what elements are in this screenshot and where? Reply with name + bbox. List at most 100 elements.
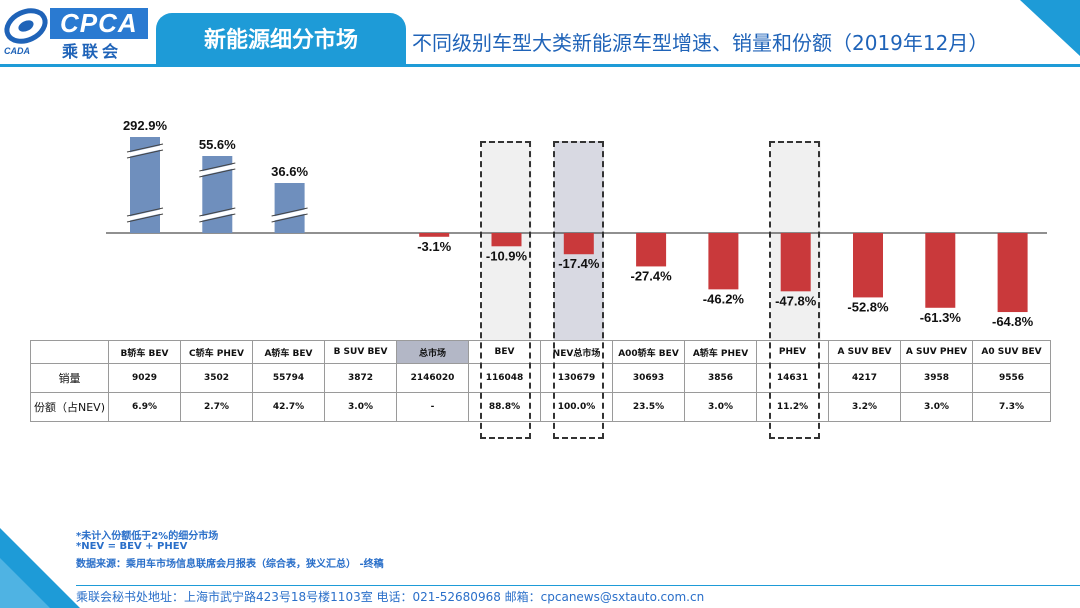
- brand-name-en: CPCA: [50, 8, 148, 39]
- header-cell: B轿车 BEV: [108, 340, 181, 364]
- bar-6: [563, 233, 594, 255]
- footnote-1: *未计入份额低于2%的细分市场: [76, 531, 219, 542]
- table-row-sales: 销量 9029 3502 55794 3872 2146020 116048 1…: [30, 363, 1051, 393]
- row-label: 销量: [30, 363, 109, 393]
- axis-break-mark: [198, 209, 236, 221]
- data-label-8: -46.2%: [703, 291, 745, 306]
- header-cell: A SUV BEV: [828, 340, 901, 364]
- axis-break-mark: [198, 164, 236, 176]
- table-cell: 4217: [828, 363, 901, 393]
- table-cell: 55794: [252, 363, 325, 393]
- header-cell: A00轿车 BEV: [612, 340, 685, 364]
- axis-break-line: [271, 207, 308, 217]
- footer-corner-decoration: [0, 528, 80, 608]
- table-cell: 6.9%: [108, 392, 181, 422]
- data-label-0: 292.9%: [123, 118, 168, 133]
- axis-break-mark: [271, 209, 309, 221]
- bar-5: [491, 233, 522, 247]
- axis-break-mark: [126, 209, 164, 221]
- table-cell: 2.7%: [180, 392, 253, 422]
- axis-break-line: [126, 207, 164, 217]
- axis-break-mark: [126, 145, 164, 157]
- table-cell: 9556: [972, 363, 1051, 393]
- axis-break-line: [126, 143, 164, 153]
- bar-12: [997, 233, 1028, 313]
- bar-8: [708, 233, 739, 290]
- bar-10: [853, 233, 883, 298]
- table-cell: -: [396, 392, 469, 422]
- highlight-frame-phev: [769, 141, 820, 439]
- table-cell: 3958: [900, 363, 973, 393]
- brand-name-cn: 乘联会: [62, 42, 123, 61]
- bar-11: [925, 233, 956, 308]
- footnote-2: *NEV = BEV + PHEV: [76, 541, 188, 552]
- table-cell: 3.0%: [324, 392, 397, 422]
- header-cell: A SUV PHEV: [900, 340, 973, 364]
- section-tab: [156, 13, 406, 67]
- header-cell: A轿车 PHEV: [684, 340, 757, 364]
- table-cell: 7.3%: [972, 392, 1051, 422]
- bar-9: [780, 233, 811, 292]
- header-cell: A轿车 BEV: [252, 340, 325, 364]
- footer-rule: [76, 585, 1080, 586]
- page-subtitle: 不同级别车型大类新能源车型增速、销量和份额（2019年12月）: [412, 31, 989, 55]
- table-corner-cell: [30, 340, 109, 364]
- data-label-10: -52.8%: [847, 299, 889, 314]
- axis-break-line: [126, 149, 164, 159]
- data-label-9: -47.8%: [775, 293, 817, 308]
- axis-break-line: [199, 168, 236, 178]
- table-cell: 9029: [108, 363, 181, 393]
- data-source-note: 数据来源：乘用车市场信息联席会月报表（综合表，狭义汇总） -终稿: [76, 559, 384, 570]
- highlight-layer: [481, 141, 821, 340]
- data-label-12: -64.8%: [992, 314, 1034, 329]
- data-label-5: -10.9%: [486, 248, 528, 263]
- highlight-frame-nev: [553, 141, 604, 439]
- bars-layer: [126, 137, 1028, 313]
- section-title: 新能源细分市场: [203, 28, 358, 53]
- axis-break-line: [271, 213, 308, 223]
- table-cell: 3872: [324, 363, 397, 393]
- bar-2: [274, 183, 305, 233]
- data-label-2: 36.6%: [271, 164, 308, 179]
- axis-break-line: [199, 213, 236, 223]
- axis-break-line: [199, 207, 236, 217]
- table-cell: 42.7%: [252, 392, 325, 422]
- axis-break-line: [199, 162, 236, 172]
- data-label-11: -61.3%: [920, 310, 962, 325]
- table-cell: 100.0%: [540, 392, 613, 422]
- table-cell: 11.2%: [756, 392, 829, 422]
- footer-address: 乘联会秘书处地址：上海市武宁路423号18号楼1103室 电话：021-5268…: [76, 590, 705, 604]
- data-label-4: -3.1%: [417, 239, 451, 254]
- data-label-6: -17.4%: [558, 256, 600, 271]
- header-cell: 总市场: [396, 340, 469, 364]
- table-cell: 3502: [180, 363, 253, 393]
- header-cell: A0 SUV BEV: [972, 340, 1051, 364]
- table-header-row: B轿车 BEV C轿车 PHEV A轿车 BEV B SUV BEV 总市场 B…: [30, 340, 1051, 364]
- table-cell: 23.5%: [612, 392, 685, 422]
- row-label: 份额（占NEV): [30, 392, 109, 422]
- header: CPCA 乘联会 CADA 新能源细分市场 不同级别车型大类新能源车型增速、销量…: [0, 0, 1080, 70]
- header-cell: C轿车 PHEV: [180, 340, 253, 364]
- table-cell: 2146020: [396, 363, 469, 393]
- data-label-7: -27.4%: [630, 268, 672, 283]
- table-cell: 130679: [540, 363, 613, 393]
- bar-7: [636, 233, 667, 267]
- header-cell: NEV总市场: [540, 340, 613, 364]
- table-cell: 3856: [684, 363, 757, 393]
- cpca-logo: CPCA 乘联会 CADA: [0, 0, 150, 62]
- brand-sub: CADA: [4, 46, 30, 56]
- table-cell: 30693: [612, 363, 685, 393]
- header-rule: [0, 64, 1080, 67]
- bar-4: [419, 233, 450, 237]
- labels-layer: 292.9% 55.6% 36.6% -3.1% -10.9% -17.4% -27.4% -…: [123, 118, 1034, 329]
- logo-swirl-icon: [4, 8, 48, 44]
- sales-share-table: B轿车 BEV C轿车 PHEV A轿车 BEV B SUV BEV 总市场 B…: [30, 340, 1051, 422]
- data-label-1: 55.6%: [199, 137, 236, 152]
- highlight-frame-bev: [480, 141, 531, 439]
- table-cell: 3.0%: [900, 392, 973, 422]
- table-cell: 3.0%: [684, 392, 757, 422]
- table-row-share: 份额（占NEV) 6.9% 2.7% 42.7% 3.0% - 88.8% 10…: [30, 392, 1051, 422]
- table-cell: 3.2%: [828, 392, 901, 422]
- axis-break-line: [126, 213, 164, 223]
- corner-decoration: [1020, 0, 1080, 56]
